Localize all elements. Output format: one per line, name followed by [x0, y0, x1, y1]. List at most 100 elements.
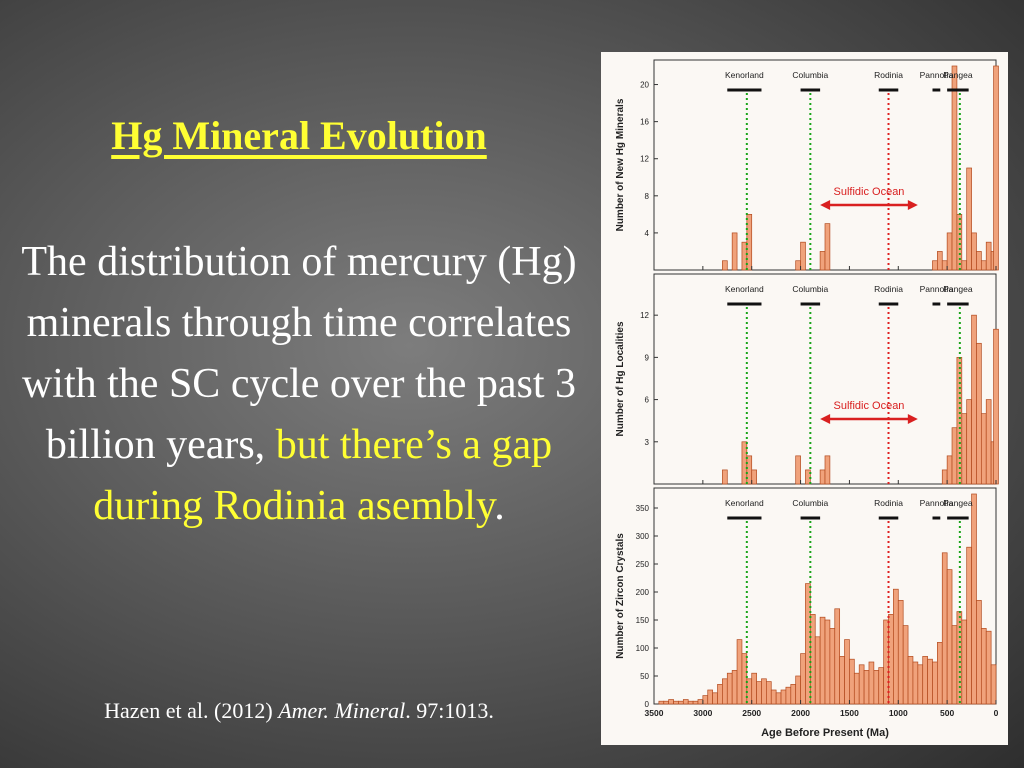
y-tick-label: 3 [645, 438, 650, 447]
y-axis-label: Number of New Hg Minerals [615, 98, 626, 231]
data-bar [873, 670, 880, 705]
supercontinent-label: Rodinia [874, 284, 903, 294]
x-tick-label: 3000 [693, 708, 712, 718]
data-bar [800, 653, 806, 705]
data-bar [951, 427, 958, 485]
supercontinent-label: Kenorland [725, 284, 764, 294]
data-bar [795, 675, 801, 705]
y-tick-label: 20 [640, 81, 649, 90]
data-bar [976, 251, 982, 271]
data-bar [717, 684, 723, 705]
y-tick-label: 16 [640, 118, 649, 127]
body-text-highlight: but there’s a gap during Rodinia asembly [93, 422, 553, 529]
data-bar [853, 672, 860, 705]
data-bar [844, 639, 850, 705]
data-bar [829, 628, 836, 705]
x-tick-label: 2000 [791, 708, 810, 718]
data-bar [912, 661, 919, 705]
data-bar [824, 223, 831, 271]
supercontinent-label: Kenorland [725, 498, 764, 508]
supercontinent-label: Pannotia [920, 284, 954, 294]
sulfidic-ocean-label: Sulfidic Ocean [834, 400, 905, 412]
data-bar [961, 619, 968, 705]
y-tick-label: 250 [636, 560, 650, 569]
y-axis-label: Number of Hg Localities [615, 321, 626, 436]
data-bar [819, 251, 826, 271]
supercontinent-label: Pangea [943, 70, 973, 80]
y-tick-label: 12 [640, 155, 649, 164]
x-tick-label: 1500 [840, 708, 859, 718]
data-bar [766, 681, 772, 705]
x-axis-label: Age Before Present (Ma) [761, 727, 889, 739]
supercontinent-label: Pangea [943, 498, 973, 508]
y-tick-label: 200 [636, 588, 650, 597]
data-bar [902, 625, 909, 705]
data-bar [668, 699, 674, 705]
data-bar [863, 670, 870, 705]
data-bar [751, 469, 757, 485]
y-tick-label: 350 [636, 504, 650, 513]
data-bar [697, 699, 704, 705]
data-bar [961, 413, 968, 485]
arrow-head-right [907, 414, 918, 424]
slide-body-text: The distribution of mercury (Hg) mineral… [6, 232, 592, 537]
data-bar [937, 251, 943, 271]
data-bar [682, 699, 689, 705]
data-bar [993, 65, 999, 271]
data-bar [746, 455, 753, 485]
data-bar [941, 469, 948, 485]
data-bar [990, 664, 997, 705]
data-bar [961, 260, 968, 271]
data-bar [951, 65, 958, 271]
supercontinent-label: Columbia [792, 284, 828, 294]
data-bar [980, 628, 987, 705]
supercontinent-label: Pangea [943, 284, 973, 294]
supercontinent-label: Pannotia [920, 70, 954, 80]
data-bar [932, 260, 938, 271]
data-bar [917, 664, 924, 705]
data-bar [824, 455, 831, 485]
y-tick-label: 6 [645, 396, 650, 405]
data-bar [956, 357, 963, 485]
y-tick-label: 12 [640, 311, 649, 320]
data-bar [658, 700, 665, 705]
data-bar [985, 241, 992, 271]
data-bar [985, 399, 992, 485]
data-bar [941, 552, 948, 705]
sulfidic-ocean-label: Sulfidic Ocean [834, 186, 905, 198]
y-tick-label: 9 [645, 353, 650, 362]
data-bar [795, 260, 801, 271]
data-bar [756, 681, 762, 705]
y-tick-label: 50 [640, 672, 649, 681]
data-bar [722, 260, 728, 271]
data-bar [712, 692, 718, 705]
data-bar [980, 260, 987, 271]
data-bar [839, 656, 845, 705]
data-bar [805, 469, 811, 485]
data-bar [741, 241, 748, 271]
y-tick-label: 100 [636, 644, 650, 653]
data-bar [770, 689, 777, 705]
data-bar [980, 413, 987, 485]
data-bar [687, 700, 694, 705]
data-bar [966, 167, 972, 271]
data-bar [878, 667, 884, 705]
data-bar [985, 630, 992, 705]
arrow-head-right [907, 200, 918, 210]
y-tick-label: 4 [645, 229, 650, 238]
citation-volume: . 97:1013. [405, 698, 494, 723]
supercontinent-label: Rodinia [874, 70, 903, 80]
data-bar [692, 700, 699, 705]
slide-title: Hg Mineral Evolution [111, 113, 487, 158]
citation-journal: Amer. Mineral [278, 698, 406, 723]
data-bar [819, 469, 826, 485]
arrow-head-left [820, 414, 831, 424]
data-bar [761, 678, 767, 705]
y-tick-label: 0 [645, 700, 650, 709]
y-tick-label: 300 [636, 532, 650, 541]
body-text-main: The distribution of mercury (Hg) mineral… [21, 239, 577, 468]
data-bar [814, 636, 821, 705]
supercontinent-label: Columbia [792, 70, 828, 80]
arrow-head-left [820, 200, 831, 210]
x-tick-label: 3500 [645, 708, 664, 718]
